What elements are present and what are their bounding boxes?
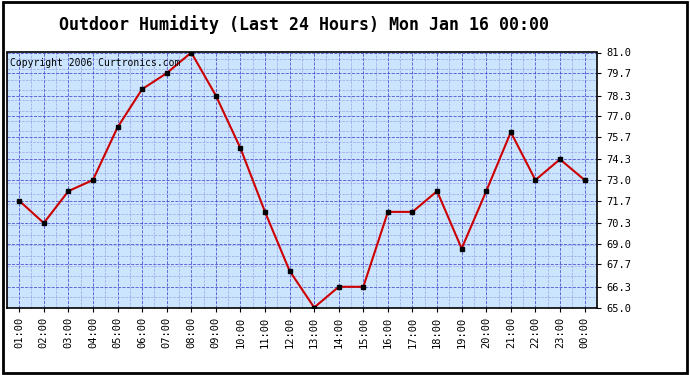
Text: Outdoor Humidity (Last 24 Hours) Mon Jan 16 00:00: Outdoor Humidity (Last 24 Hours) Mon Jan… xyxy=(59,15,549,34)
Text: Copyright 2006 Curtronics.com: Copyright 2006 Curtronics.com xyxy=(10,58,180,68)
